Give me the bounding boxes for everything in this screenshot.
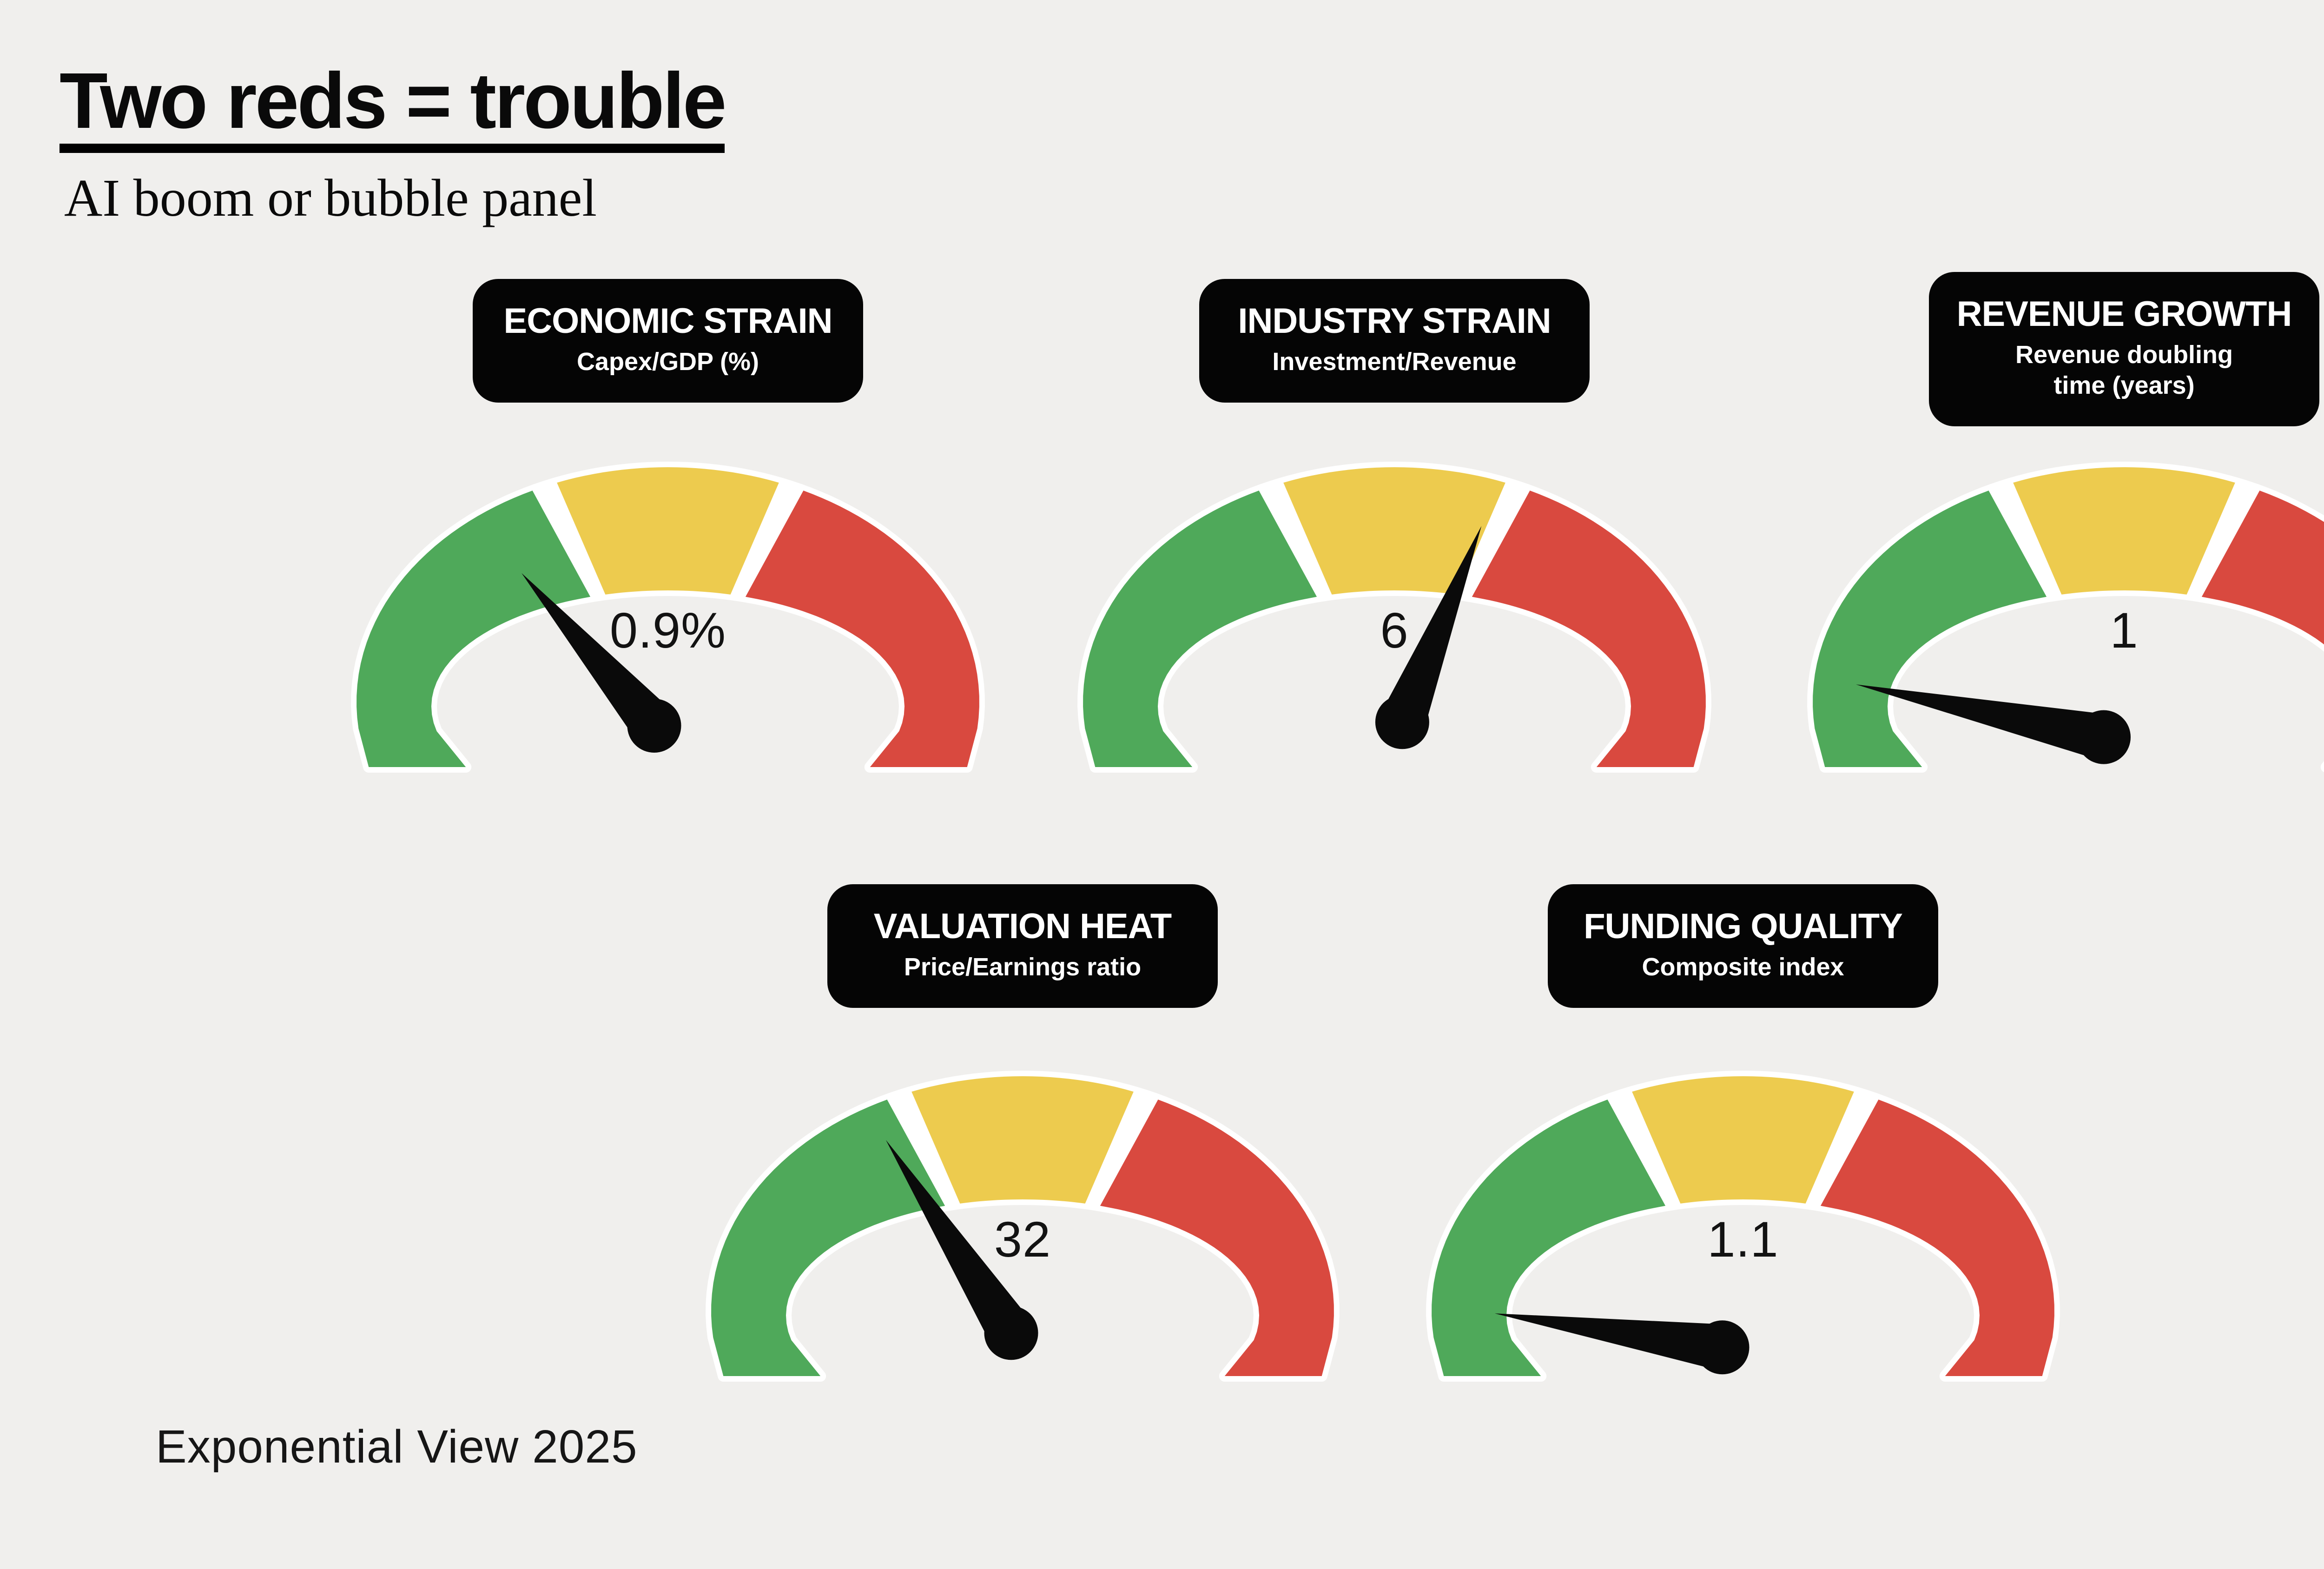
gauge-title: INDUSTRY STRAIN — [1238, 301, 1551, 341]
gauge-value-economic-strain: 0.9% — [609, 602, 726, 658]
gauge-value-industry-strain: 6 — [1380, 602, 1409, 658]
source-credit: Exponential View 2025 — [156, 1421, 638, 1473]
gauge-arc-funding-quality — [1426, 1071, 2060, 1382]
gauge-arc-industry-strain — [1077, 462, 1711, 773]
page-subtitle: AI boom or bubble panel — [64, 168, 597, 227]
gauge-subtitle: Investment/Revenue — [1272, 348, 1517, 376]
gauge-arc-revenue-growth — [1807, 462, 2324, 773]
gauge-subtitle: Capex/GDP (%) — [576, 348, 759, 376]
gauge-subtitle: Revenue doubling time (years) — [2015, 341, 2233, 399]
gauge-value-valuation-heat: 32 — [994, 1211, 1051, 1267]
gauge-value-revenue-growth: 1 — [2110, 602, 2139, 658]
gauge-title: ECONOMIC STRAIN — [503, 301, 833, 341]
gauge-subtitle: Price/Earnings ratio — [904, 953, 1142, 981]
gauge-title: REVENUE GROWTH — [1956, 294, 2292, 334]
gauge-label-industry-strain: INDUSTRY STRAIN Investment/Revenue — [1199, 279, 1590, 403]
gauge-arc-valuation-heat — [706, 1071, 1340, 1382]
gauge-label-valuation-heat: VALUATION HEAT Price/Earnings ratio — [827, 884, 1218, 1008]
header: Two reds = trouble AI boom or bubble pan… — [59, 60, 726, 227]
gauge-label-funding-quality: FUNDING QUALITY Composite index — [1548, 884, 1938, 1008]
page-title: Two reds = trouble — [59, 60, 726, 153]
gauge-subtitle: Composite index — [1642, 953, 1844, 981]
gauge-arc-economic-strain — [351, 462, 985, 773]
gauge-label-revenue-growth: REVENUE GROWTH Revenue doubling time (ye… — [1929, 272, 2319, 426]
gauge-title: VALUATION HEAT — [873, 907, 1172, 946]
gauge-label-economic-strain: ECONOMIC STRAIN Capex/GDP (%) — [473, 279, 863, 403]
gauge-value-funding-quality: 1.1 — [1707, 1211, 1779, 1267]
gauge-title: FUNDING QUALITY — [1584, 907, 1903, 946]
